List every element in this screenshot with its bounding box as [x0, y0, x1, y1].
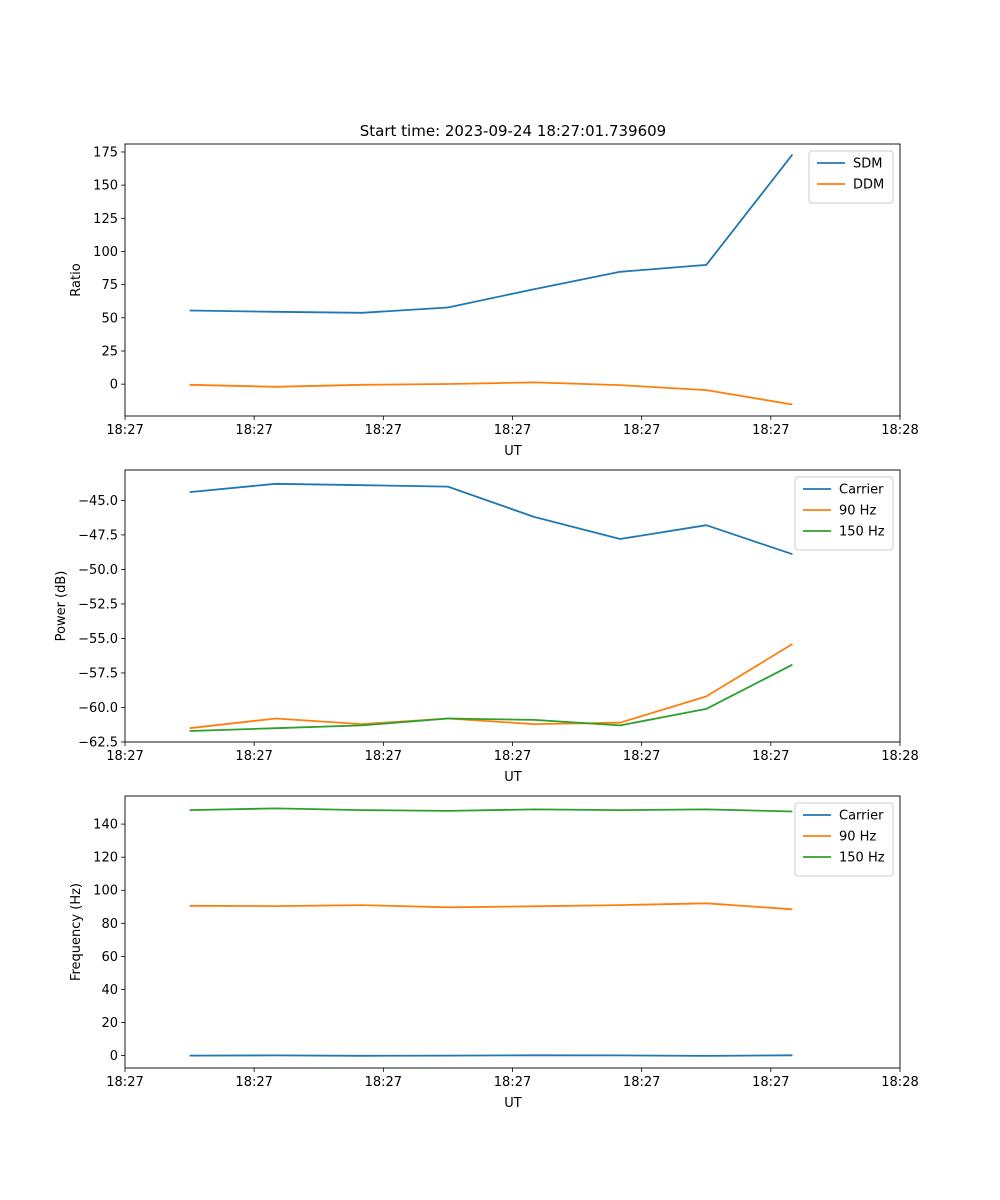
y-tick-label: −57.5 — [78, 666, 118, 681]
y-tick-label: 175 — [93, 145, 118, 160]
x-tick-label: 18:28 — [881, 1075, 918, 1090]
y-tick-label: −60.0 — [78, 701, 118, 716]
y-tick-label: 140 — [93, 818, 118, 833]
plot-frame — [124, 469, 901, 743]
x-tick-label: 18:27 — [365, 749, 402, 764]
x-tick-label: 18:27 — [494, 423, 531, 438]
x-tick-label: 18:27 — [623, 423, 660, 438]
series-line-carrier — [189, 1054, 793, 1057]
y-axis-label: Power (dB) — [54, 571, 69, 642]
legend-label-carrier: Carrier — [839, 809, 884, 824]
x-axis-label: UT — [504, 770, 522, 785]
x-axis-label: UT — [504, 1096, 522, 1111]
y-tick-label: 100 — [93, 884, 118, 899]
chart-panels: 18:27 18:27 18:27 18:27 18:27 18:27 18:28 0 25 50… — [54, 143, 919, 1111]
legend-label-carrier: Carrier — [839, 483, 884, 498]
y-tick-label: −47.5 — [78, 528, 118, 543]
plot-frame — [124, 795, 901, 1069]
y-tick-label: 0 — [110, 1049, 118, 1064]
chart-panel-1: 18:27 18:27 18:27 18:27 18:27 18:27 18:28 0 25 50… — [69, 143, 919, 459]
series-line-90-hz — [189, 643, 793, 730]
chart-panel-3: 18:27 18:27 18:27 18:27 18:27 18:27 18:28 0 20 40… — [69, 795, 919, 1111]
legend: Carrier 90 Hz 150 Hz — [794, 476, 894, 551]
x-tick-label: 18:28 — [881, 423, 918, 438]
y-tick-label: 60 — [101, 950, 118, 965]
x-tick-label: 18:27 — [752, 423, 789, 438]
x-tick-label: 18:27 — [365, 423, 402, 438]
y-tick-label: 50 — [101, 311, 118, 326]
legend-label-90-hz: 90 Hz — [839, 830, 876, 845]
y-tick-label: 25 — [101, 344, 118, 359]
series-line-150-hz — [189, 663, 793, 732]
series-line-90-hz — [189, 902, 793, 911]
legend-label-150-hz: 150 Hz — [839, 525, 885, 540]
y-tick-label: 0 — [110, 378, 118, 393]
y-tick-label: −62.5 — [78, 736, 118, 751]
y-tick-label: 20 — [101, 1016, 118, 1031]
figure-title: Start time: 2023-09-24 18:27:01.739609 — [360, 122, 666, 140]
legend: Carrier 90 Hz 150 Hz — [794, 802, 894, 877]
y-tick-label: 80 — [101, 917, 118, 932]
x-tick-label: 18:27 — [235, 749, 272, 764]
x-tick-label: 18:27 — [494, 1075, 531, 1090]
x-tick-label: 18:27 — [235, 423, 272, 438]
y-axis-label: Frequency (Hz) — [69, 883, 84, 981]
y-tick-label: −55.0 — [78, 632, 118, 647]
x-tick-label: 18:27 — [106, 749, 143, 764]
legend-label-sdm: SDM — [853, 157, 882, 172]
legend-label-90-hz: 90 Hz — [839, 504, 876, 519]
y-tick-label: 40 — [101, 983, 118, 998]
x-tick-label: 18:27 — [623, 1075, 660, 1090]
y-tick-label: 120 — [93, 851, 118, 866]
legend: SDM DDM — [808, 150, 894, 204]
legend-label-ddm: DDM — [853, 178, 884, 193]
series-line-carrier — [189, 482, 793, 556]
x-tick-label: 18:27 — [365, 1075, 402, 1090]
y-tick-label: 100 — [93, 245, 118, 260]
legend-label-150-hz: 150 Hz — [839, 851, 885, 866]
x-tick-label: 18:27 — [623, 749, 660, 764]
y-tick-label: 150 — [93, 179, 118, 194]
series-line-sdm — [189, 154, 794, 314]
plot-frame — [124, 143, 901, 417]
y-axis-label: Ratio — [69, 263, 84, 296]
y-tick-label: −50.0 — [78, 563, 118, 578]
legend-box — [808, 150, 894, 204]
x-axis-label: UT — [504, 444, 522, 459]
y-tick-label: −45.0 — [78, 494, 118, 509]
x-tick-label: 18:27 — [106, 423, 143, 438]
series-line-150-hz — [189, 807, 793, 813]
x-tick-label: 18:27 — [752, 749, 789, 764]
x-tick-label: 18:27 — [494, 749, 531, 764]
x-tick-label: 18:28 — [881, 749, 918, 764]
x-tick-label: 18:27 — [752, 1075, 789, 1090]
y-tick-label: 75 — [101, 278, 118, 293]
y-tick-label: 125 — [93, 212, 118, 227]
chart-panel-2: 18:27 18:27 18:27 18:27 18:27 18:27 18:28 −45.0… — [54, 469, 919, 785]
y-tick-label: −52.5 — [78, 597, 118, 612]
series-line-ddm — [189, 381, 793, 406]
x-tick-label: 18:27 — [106, 1075, 143, 1090]
x-tick-label: 18:27 — [235, 1075, 272, 1090]
